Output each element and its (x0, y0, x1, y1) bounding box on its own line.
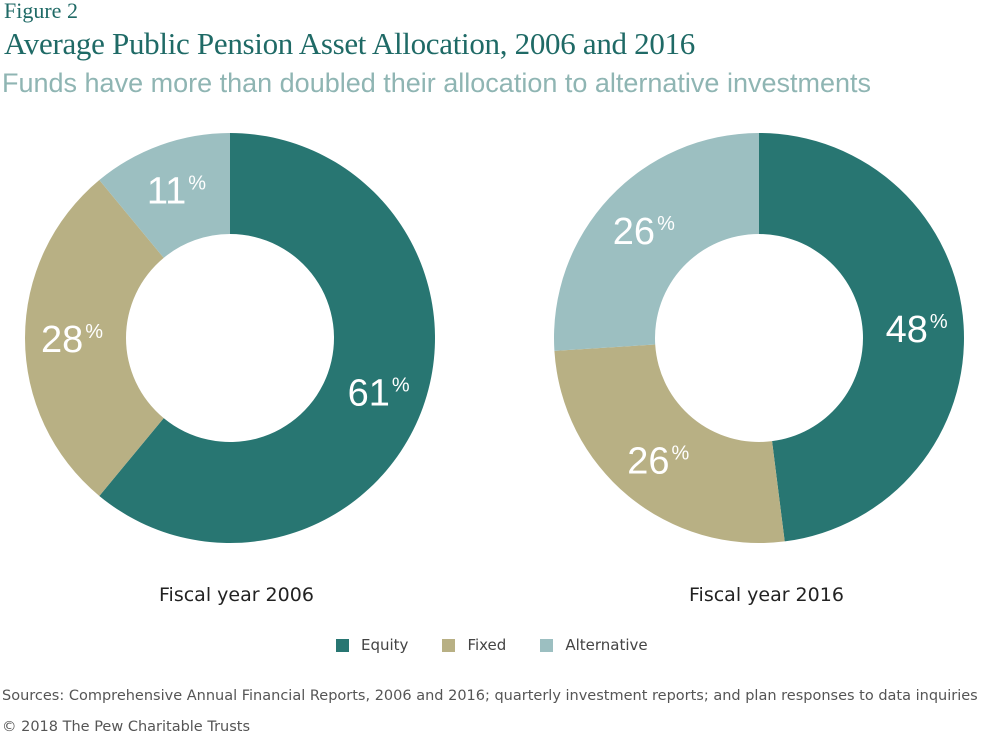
data-label-equity-2016: 48% (886, 309, 948, 351)
slice-equity-2006 (99, 133, 436, 543)
legend-label-alternative: Alternative (565, 636, 648, 654)
caption-2016: Fiscal year 2016 (689, 584, 844, 606)
legend-item-fixed: Fixed (442, 636, 506, 654)
data-label-alternative-2006: 11% (147, 170, 206, 212)
figure-label: Figure 2 (4, 0, 78, 23)
legend-item-alternative: Alternative (540, 636, 648, 654)
legend: Equity Fixed Alternative (336, 636, 648, 654)
chart-title: Average Public Pension Asset Allocation,… (4, 26, 695, 61)
sources-note: Sources: Comprehensive Annual Financial … (2, 688, 978, 704)
slice-fixed-2006 (24, 180, 164, 496)
chart-subtitle: Funds have more than doubled their alloc… (2, 68, 872, 98)
legend-swatch-fixed (442, 638, 456, 652)
caption-2006: Fiscal year 2006 (159, 584, 314, 606)
data-label-alternative-2016: 26% (613, 211, 675, 253)
legend-item-equity: Equity (336, 636, 408, 654)
data-label-equity-2006: 61% (348, 373, 410, 415)
legend-swatch-alternative (540, 638, 554, 652)
data-label-fixed-2006: 28% (41, 319, 103, 361)
legend-label-equity: Equity (361, 636, 409, 654)
slice-fixed-2016 (554, 344, 785, 543)
copyright: © 2018 The Pew Charitable Trusts (2, 719, 251, 735)
data-label-fixed-2016: 26% (627, 441, 689, 483)
slice-equity-2016 (759, 133, 965, 542)
legend-label-fixed: Fixed (467, 636, 507, 654)
slice-alternative-2006 (99, 133, 230, 258)
slice-alternative-2016 (554, 133, 759, 351)
legend-swatch-equity (336, 638, 349, 652)
